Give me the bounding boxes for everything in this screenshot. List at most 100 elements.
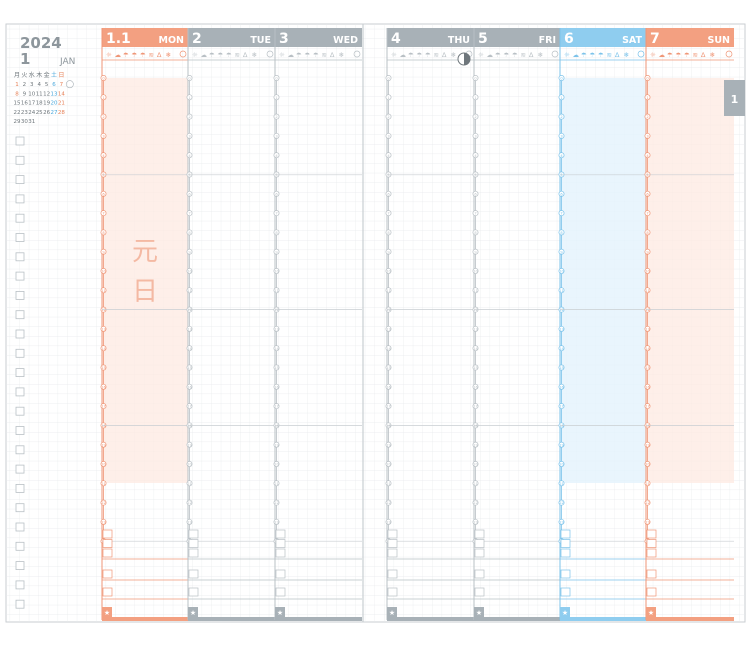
habit-checkbox[interactable]: [387, 539, 398, 548]
weather-icon[interactable]: ☁: [487, 51, 494, 59]
hour-marker[interactable]: [472, 268, 479, 274]
hour-marker[interactable]: [186, 75, 193, 81]
mood-icon[interactable]: [725, 50, 733, 58]
hour-marker[interactable]: [644, 132, 651, 139]
hour-marker[interactable]: [472, 210, 479, 217]
mini-cal-day[interactable]: 16: [21, 101, 28, 107]
mood-icon[interactable]: [637, 50, 645, 58]
hour-marker[interactable]: [558, 248, 565, 255]
meal-icon-box[interactable]: [560, 569, 571, 579]
weather-icon[interactable]: ☂: [296, 51, 302, 59]
hour-marker[interactable]: [558, 518, 565, 525]
hour-marker[interactable]: [186, 113, 193, 120]
hour-marker[interactable]: [385, 152, 392, 159]
habit-checkbox[interactable]: [560, 529, 571, 539]
hour-marker[interactable]: [644, 248, 651, 255]
hour-marker[interactable]: [186, 287, 193, 294]
hour-marker[interactable]: [472, 190, 479, 197]
weather-icon[interactable]: ∆: [614, 51, 620, 59]
day-column-thu[interactable]: 4THU☼☁☂☂☂≋∆❄0123456789101112131415161718…: [385, 28, 474, 621]
hour-marker[interactable]: [558, 461, 565, 467]
mini-cal-day[interactable]: 18: [36, 101, 43, 107]
hour-marker[interactable]: [558, 441, 565, 448]
weather-icon[interactable]: ☂: [209, 51, 215, 59]
hour-marker[interactable]: [186, 210, 193, 217]
day-column-sat[interactable]: 6SAT☼☁☂☂☂≋∆❄0123456789101112131415161718…: [558, 28, 646, 621]
hour-marker[interactable]: [472, 113, 479, 120]
weather-icon[interactable]: ≋: [607, 51, 612, 59]
hour-marker[interactable]: [100, 248, 107, 255]
weather-icon[interactable]: ☂: [684, 51, 690, 59]
hour-marker[interactable]: [644, 518, 651, 525]
mini-cal-day[interactable]: 31: [28, 119, 35, 125]
hour-marker[interactable]: [644, 461, 651, 467]
mood-icon[interactable]: [179, 50, 187, 58]
hour-marker[interactable]: [385, 210, 392, 217]
star-badge[interactable]: [102, 607, 112, 617]
weather-icon[interactable]: ☼: [391, 51, 397, 59]
hour-marker[interactable]: [472, 229, 479, 236]
hour-marker[interactable]: [385, 499, 392, 506]
habit-checkbox[interactable]: [102, 548, 113, 558]
weather-icon[interactable]: ∆: [242, 51, 248, 59]
hour-marker[interactable]: [558, 403, 565, 410]
weather-icon[interactable]: ☂: [667, 51, 673, 59]
star-badge[interactable]: [275, 607, 285, 617]
hour-marker[interactable]: [472, 345, 479, 352]
hour-marker[interactable]: [472, 499, 479, 506]
hour-marker[interactable]: [100, 190, 107, 197]
habit-checkbox[interactable]: [560, 539, 571, 548]
weather-icon[interactable]: ≋: [235, 51, 240, 59]
hour-marker[interactable]: [100, 441, 107, 448]
hour-marker[interactable]: [273, 113, 280, 120]
hour-marker[interactable]: [273, 190, 280, 197]
task-checkbox[interactable]: [15, 503, 25, 513]
hour-marker[interactable]: [644, 190, 651, 197]
hour-marker[interactable]: [644, 325, 651, 332]
mini-cal-day[interactable]: 14: [58, 91, 65, 97]
mini-cal-day[interactable]: 30: [21, 119, 28, 125]
sun-icon-box[interactable]: [474, 587, 485, 597]
mini-cal-day[interactable]: 19: [43, 101, 50, 107]
hour-marker[interactable]: [385, 229, 392, 236]
weather-icon[interactable]: ☼: [478, 51, 484, 59]
hour-marker[interactable]: [273, 480, 280, 487]
mini-cal-day[interactable]: 29: [14, 119, 21, 125]
hour-marker[interactable]: [385, 248, 392, 255]
mood-icon[interactable]: [266, 50, 274, 58]
hour-marker[interactable]: [385, 383, 392, 390]
hour-marker[interactable]: [472, 364, 479, 371]
hour-marker[interactable]: [558, 210, 565, 217]
hour-marker[interactable]: [186, 461, 193, 467]
weather-icon[interactable]: ☂: [218, 51, 224, 59]
weather-icon[interactable]: ☼: [192, 51, 198, 59]
hour-marker[interactable]: [100, 268, 107, 274]
mini-cal-day[interactable]: 11: [36, 91, 43, 97]
hour-marker[interactable]: [558, 94, 565, 101]
weather-icon[interactable]: ☂: [676, 51, 682, 59]
task-checkbox[interactable]: [15, 329, 25, 339]
hour-marker[interactable]: [472, 248, 479, 255]
hour-marker[interactable]: [558, 132, 565, 139]
weather-icon[interactable]: ❄: [252, 51, 257, 59]
hour-marker[interactable]: [273, 248, 280, 255]
star-badge[interactable]: [188, 607, 198, 617]
mini-cal-day[interactable]: 9: [23, 91, 27, 97]
weather-icon[interactable]: ☂: [425, 51, 431, 59]
hour-marker[interactable]: [385, 113, 392, 120]
task-checkbox[interactable]: [15, 599, 25, 609]
hour-marker[interactable]: [100, 364, 107, 371]
weather-icon[interactable]: ≋: [149, 51, 154, 59]
weather-icon[interactable]: ☼: [279, 51, 285, 59]
hour-marker[interactable]: [273, 461, 280, 467]
weather-icon[interactable]: ☂: [132, 51, 138, 59]
hour-marker[interactable]: [186, 383, 193, 390]
weather-icon[interactable]: ≋: [434, 51, 439, 59]
task-checkbox[interactable]: [15, 464, 25, 474]
hour-marker[interactable]: [558, 190, 565, 197]
meal-icon-box[interactable]: [188, 569, 199, 579]
hour-marker[interactable]: [472, 94, 479, 101]
habit-checkbox[interactable]: [646, 548, 657, 558]
hour-marker[interactable]: [385, 325, 392, 332]
habit-checkbox[interactable]: [102, 539, 113, 548]
